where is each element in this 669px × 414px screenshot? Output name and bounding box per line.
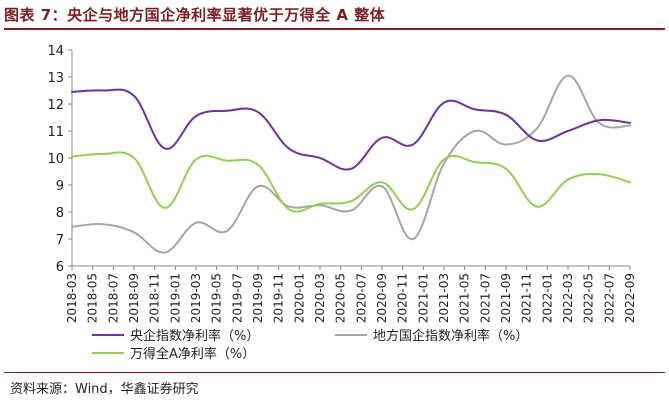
legend-swatch-wind-all-a — [92, 351, 124, 354]
x-tick-label: 2019-11 — [272, 273, 286, 323]
x-tick-label: 2022-03 — [561, 273, 575, 323]
chart-series — [71, 74, 631, 254]
y-tick-label: 11 — [47, 125, 64, 140]
y-tick-label: 12 — [47, 98, 64, 113]
series-line-wind-all-a — [71, 151, 631, 213]
x-tick-label: 2020-01 — [292, 273, 306, 323]
y-tick-label: 9 — [56, 179, 64, 194]
legend-label-central-soe: 央企指数净利率（%） — [130, 329, 260, 344]
x-tick-label: 2020-11 — [396, 273, 410, 323]
title-rule — [4, 28, 665, 30]
x-tick-label: 2020-03 — [313, 273, 327, 323]
x-tick-label: 2022-07 — [602, 273, 616, 323]
legend-label-wind-all-a: 万得全A净利率（%） — [130, 347, 256, 362]
x-tick-label: 2019-07 — [230, 273, 244, 323]
x-tick-label: 2018-11 — [148, 273, 162, 323]
x-tick-label: 2019-01 — [168, 273, 182, 323]
y-tick-label: 6 — [56, 260, 64, 275]
line-chart: 6 7 8 9 10 11 12 13 14 2018-03 2018-05 2018-07 2018-… — [47, 44, 637, 323]
x-tick-label: 2021-01 — [416, 273, 430, 323]
legend-swatch-local-soe — [335, 333, 367, 336]
chart-axes: 6 7 8 9 10 11 12 13 14 2018-03 2018-05 2018-07 2018-… — [47, 44, 637, 323]
legend-item-local-soe: 地方国企指数净利率（%） — [335, 325, 528, 344]
y-tick-label: 14 — [47, 44, 64, 59]
x-tick-label: 2019-05 — [210, 273, 224, 323]
series-line-local-soe — [71, 74, 631, 254]
x-tick-label: 2020-05 — [334, 273, 348, 323]
y-tick-label: 7 — [56, 233, 64, 248]
x-tick-label: 2020-07 — [354, 273, 368, 323]
x-tick-label: 2022-05 — [582, 273, 596, 323]
x-tick-label: 2018-07 — [106, 273, 120, 323]
x-tick-label: 2022-01 — [540, 273, 554, 323]
x-tick-label: 2019-03 — [189, 273, 203, 323]
y-tick-label: 13 — [47, 71, 64, 86]
source-note: 资料来源：Wind，华鑫证券研究 — [10, 382, 199, 397]
x-tick-label: 2019-09 — [251, 273, 265, 323]
source-rule — [4, 372, 665, 373]
x-tick-label: 2021-09 — [499, 273, 513, 323]
x-tick-label: 2021-05 — [458, 273, 472, 323]
x-tick-label: 2018-05 — [86, 273, 100, 323]
x-tick-label: 2020-09 — [375, 273, 389, 323]
figure-title: 图表 7：央企与地方国企净利率显著优于万得全 A 整体 — [4, 6, 386, 24]
x-tick-label: 2021-07 — [478, 273, 492, 323]
legend-label-local-soe: 地方国企指数净利率（%） — [373, 329, 529, 344]
x-tick-label: 2018-03 — [65, 273, 79, 323]
legend-item-wind-all-a: 万得全A净利率（%） — [92, 343, 255, 362]
x-tick-label: 2021-11 — [520, 273, 534, 323]
y-tick-label: 8 — [56, 206, 64, 221]
legend-swatch-central-soe — [92, 333, 124, 336]
x-tick-label: 2018-09 — [127, 273, 141, 323]
series-line-central-soe — [71, 88, 631, 171]
x-tick-label: 2021-03 — [437, 273, 451, 323]
legend-item-central-soe: 央企指数净利率（%） — [92, 325, 259, 344]
x-tick-label: 2022-09 — [623, 273, 637, 323]
y-tick-label: 10 — [47, 152, 64, 167]
